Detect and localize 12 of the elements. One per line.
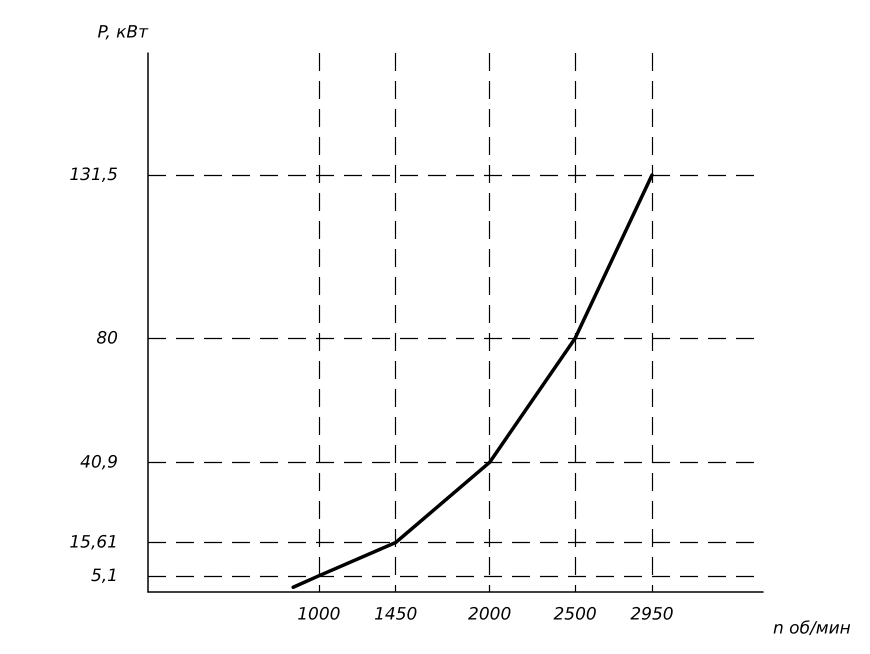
x-tick-label: 1000: [297, 604, 340, 624]
x-tick-label: 2000: [468, 604, 512, 624]
y-tick-label: 40,9: [80, 452, 118, 472]
y-tick-label: 131,5: [69, 165, 118, 186]
y-tick-label: 5,1: [90, 566, 118, 586]
y-axis-title: P, кВт: [97, 22, 150, 42]
x-tick-label: 2500: [553, 604, 597, 624]
x-tick-label: 1450: [374, 604, 418, 624]
x-tick-label: 2950: [630, 604, 674, 624]
x-axis-title: n об/мин: [773, 618, 851, 638]
y-tick-label: 80: [96, 328, 118, 348]
y-tick-label: 15,61: [69, 532, 118, 553]
